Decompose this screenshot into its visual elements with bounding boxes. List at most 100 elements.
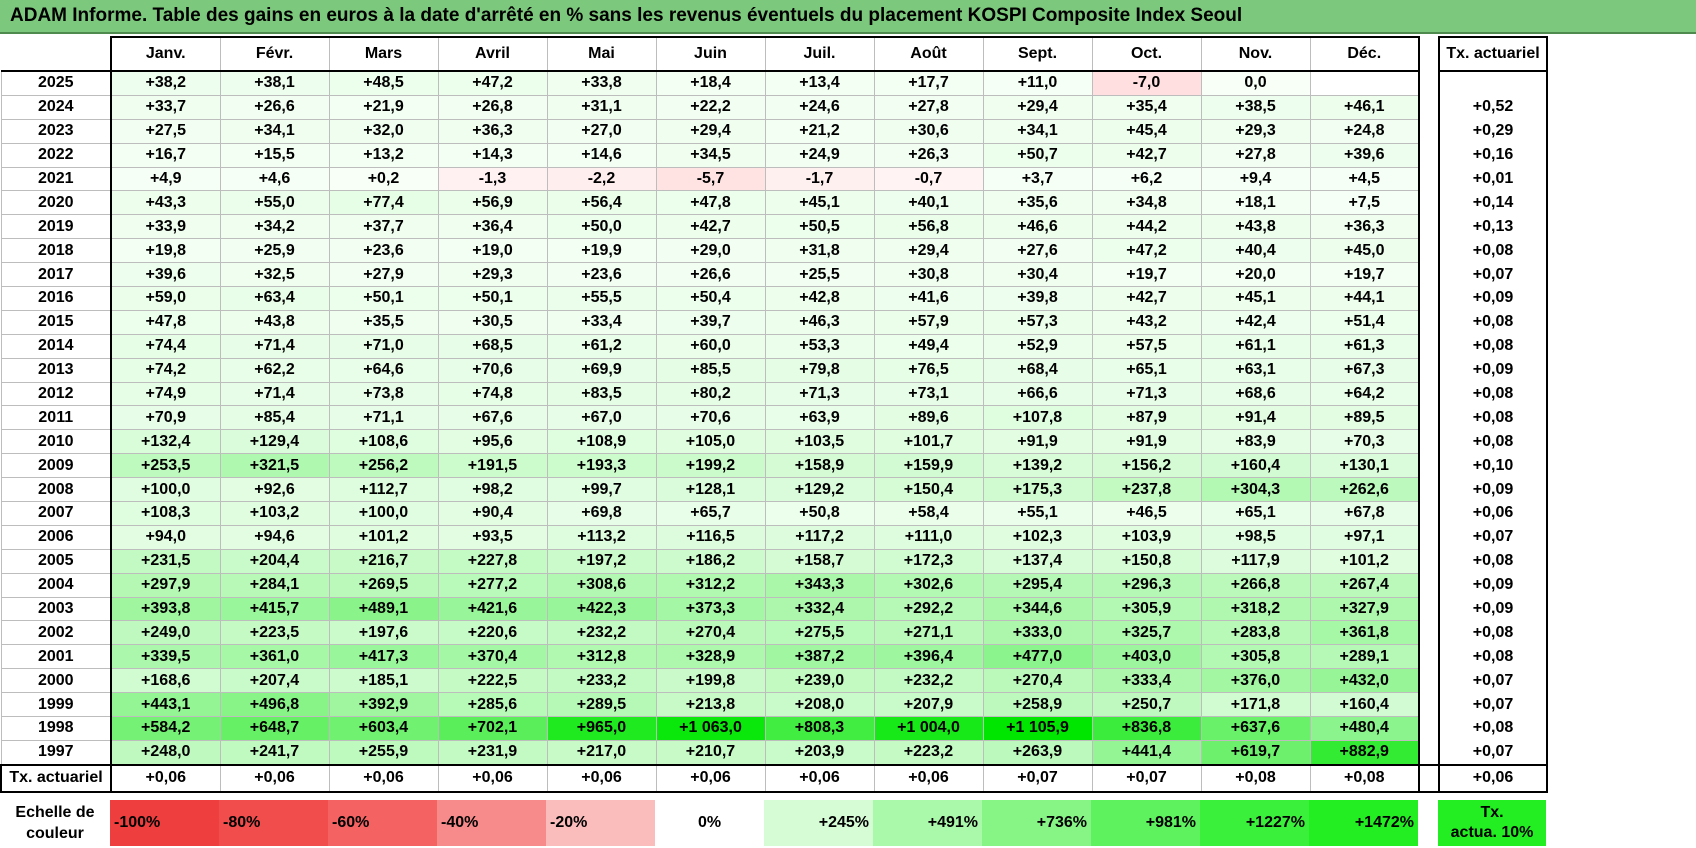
column-gap bbox=[1419, 143, 1439, 167]
tx-actuariel-cell: +0,08 bbox=[1439, 430, 1547, 454]
tx-actuariel-cell: +0,07 bbox=[1439, 263, 1547, 287]
column-gap bbox=[1419, 263, 1439, 287]
value-cell: +432,0 bbox=[1310, 669, 1419, 693]
value-cell: +175,3 bbox=[983, 478, 1092, 502]
value-cell: +156,2 bbox=[1092, 454, 1201, 478]
value-cell: +199,2 bbox=[656, 454, 765, 478]
value-cell: +80,2 bbox=[656, 382, 765, 406]
tx-actuariel-cell: +0,10 bbox=[1439, 454, 1547, 478]
value-cell: +29,4 bbox=[656, 119, 765, 143]
column-gap bbox=[1419, 167, 1439, 191]
value-cell: -5,7 bbox=[656, 167, 765, 191]
value-cell: +29,3 bbox=[438, 263, 547, 287]
value-cell: +33,8 bbox=[547, 71, 656, 95]
tx-actuariel-cell: +0,07 bbox=[1439, 740, 1547, 764]
value-cell: +47,2 bbox=[1092, 239, 1201, 263]
table-row: 2004 +297,9 +284,1 +269,5 +277,2 +308,6 +312,2… bbox=[1, 573, 1547, 597]
table-row: 2016 +59,0 +63,4 +50,1 +50,1 +55,5 +50,4 +42,8 +… bbox=[1, 287, 1547, 311]
value-cell: +50,4 bbox=[656, 287, 765, 311]
value-cell: +199,8 bbox=[656, 669, 765, 693]
table-row: 2023 +27,5 +34,1 +32,0 +36,3 +27,0 +29,4 +21,2 +… bbox=[1, 119, 1547, 143]
value-cell: +269,5 bbox=[329, 573, 438, 597]
value-cell: +116,5 bbox=[656, 525, 765, 549]
value-cell: +17,7 bbox=[874, 71, 983, 95]
value-cell: +21,9 bbox=[329, 95, 438, 119]
year-cell: 2003 bbox=[1, 597, 111, 621]
value-cell: +39,6 bbox=[111, 263, 220, 287]
month-header: Mars bbox=[329, 37, 438, 71]
value-cell: +271,1 bbox=[874, 621, 983, 645]
value-cell: +160,4 bbox=[1310, 693, 1419, 717]
corner-cell bbox=[1, 37, 111, 71]
value-cell: +59,0 bbox=[111, 287, 220, 311]
value-cell: +185,1 bbox=[329, 669, 438, 693]
value-cell: +370,4 bbox=[438, 645, 547, 669]
year-cell: 2015 bbox=[1, 310, 111, 334]
year-cell: 2016 bbox=[1, 287, 111, 311]
value-cell: +57,3 bbox=[983, 310, 1092, 334]
value-cell: +477,0 bbox=[983, 645, 1092, 669]
column-gap bbox=[1419, 430, 1439, 454]
avg-value-cell: +0,06 bbox=[656, 765, 765, 792]
legend-label: Echelle de couleur bbox=[0, 800, 110, 846]
tx-actuariel-cell: +0,09 bbox=[1439, 287, 1547, 311]
value-cell: +332,4 bbox=[765, 597, 874, 621]
tx-actuariel-cell: +0,08 bbox=[1439, 382, 1547, 406]
table-row: 2003 +393,8 +415,7 +489,1 +421,6 +422,3 +373,3… bbox=[1, 597, 1547, 621]
value-cell: +93,5 bbox=[438, 525, 547, 549]
year-cell: 2011 bbox=[1, 406, 111, 430]
value-cell: +32,5 bbox=[220, 263, 329, 287]
value-cell: +68,6 bbox=[1201, 382, 1310, 406]
value-cell: +305,9 bbox=[1092, 597, 1201, 621]
value-cell: +77,4 bbox=[329, 191, 438, 215]
value-cell: +40,4 bbox=[1201, 239, 1310, 263]
value-cell: +328,9 bbox=[656, 645, 765, 669]
gains-table: Janv. Févr. Mars Avril Mai Juin Juil. Août Sept.… bbox=[0, 36, 1548, 793]
value-cell: +100,0 bbox=[111, 478, 220, 502]
value-cell: +35,5 bbox=[329, 310, 438, 334]
value-cell: +27,8 bbox=[874, 95, 983, 119]
value-cell: +33,4 bbox=[547, 310, 656, 334]
value-cell: +91,9 bbox=[1092, 430, 1201, 454]
column-gap bbox=[1419, 382, 1439, 406]
value-cell: +61,2 bbox=[547, 334, 656, 358]
value-cell: +26,6 bbox=[220, 95, 329, 119]
value-cell: +47,8 bbox=[656, 191, 765, 215]
value-cell: +62,2 bbox=[220, 358, 329, 382]
value-cell: +24,6 bbox=[765, 95, 874, 119]
value-cell: +25,5 bbox=[765, 263, 874, 287]
table-row: 2024 +33,7 +26,6 +21,9 +26,8 +31,1 +22,2 +24,6 +… bbox=[1, 95, 1547, 119]
value-cell: +83,9 bbox=[1201, 430, 1310, 454]
value-cell: +270,4 bbox=[656, 621, 765, 645]
value-cell: +231,5 bbox=[111, 549, 220, 573]
value-cell: 0,0 bbox=[1201, 71, 1310, 95]
value-cell: +168,6 bbox=[111, 669, 220, 693]
legend-label-line2: couleur bbox=[0, 823, 110, 844]
value-cell: +41,6 bbox=[874, 287, 983, 311]
value-cell: +73,8 bbox=[329, 382, 438, 406]
value-cell: +67,8 bbox=[1310, 502, 1419, 526]
column-gap bbox=[1419, 765, 1439, 792]
column-gap bbox=[1419, 215, 1439, 239]
value-cell: +57,5 bbox=[1092, 334, 1201, 358]
value-cell: +208,0 bbox=[765, 693, 874, 717]
value-cell: +255,9 bbox=[329, 740, 438, 764]
value-cell: +14,6 bbox=[547, 143, 656, 167]
color-scale-legend: Echelle de couleur -100% -80% -60% -40% -20% 0%… bbox=[0, 800, 1696, 846]
avg-value-cell: +0,06 bbox=[438, 765, 547, 792]
value-cell: +318,2 bbox=[1201, 597, 1310, 621]
value-cell: +19,0 bbox=[438, 239, 547, 263]
value-cell: +39,7 bbox=[656, 310, 765, 334]
value-cell: +67,3 bbox=[1310, 358, 1419, 382]
value-cell: +92,6 bbox=[220, 478, 329, 502]
year-cell: 2009 bbox=[1, 454, 111, 478]
value-cell: +97,1 bbox=[1310, 525, 1419, 549]
value-cell: -0,7 bbox=[874, 167, 983, 191]
value-cell: +241,7 bbox=[220, 740, 329, 764]
value-cell: +14,3 bbox=[438, 143, 547, 167]
value-cell: +71,1 bbox=[329, 406, 438, 430]
legend-tx-swatch: Tx. actua. 10% bbox=[1438, 800, 1546, 846]
year-cell: 2010 bbox=[1, 430, 111, 454]
legend-label-line1: Echelle de bbox=[0, 802, 110, 823]
value-cell: +296,3 bbox=[1092, 573, 1201, 597]
